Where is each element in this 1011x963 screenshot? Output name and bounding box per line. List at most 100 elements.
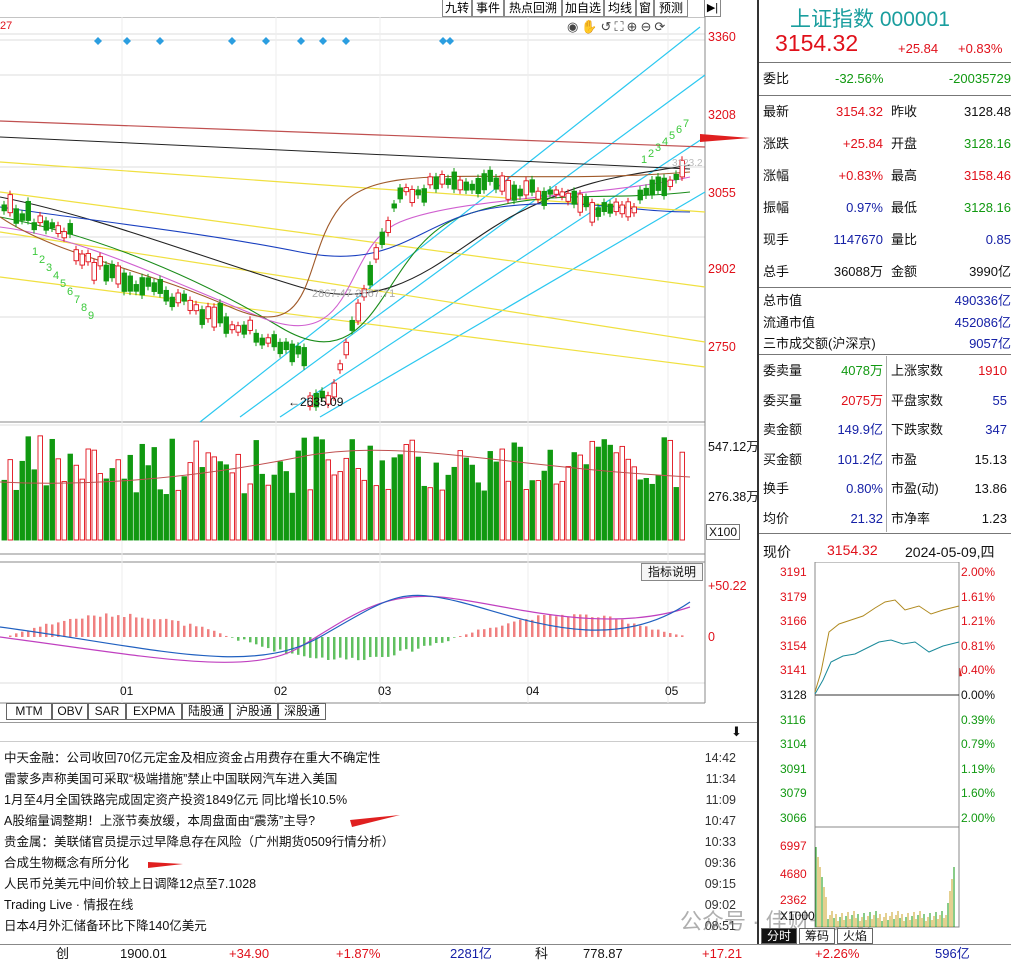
intraday-price-label: 3179 [780,589,807,604]
volume-bar [343,457,349,541]
order-value: 347 [985,422,1007,437]
toolbar-button-2[interactable]: 热点回溯 [504,0,562,17]
candle-body [91,261,97,281]
indicator-tab-5[interactable]: 沪股通 [230,703,278,720]
intraday-tab-2[interactable]: 火焰 [837,928,873,944]
volume-bar [103,478,109,541]
news-item[interactable]: 1月至4月全国铁路完成固定资产投资1849亿元 同比增长10.5% 11:09 [4,790,744,811]
news-item[interactable]: 日本4月外汇储备环比下降140亿美元 08:51 [4,916,744,937]
candle-body [529,179,535,193]
indicator-tab-3[interactable]: EXPMA [126,703,182,720]
news-item[interactable]: 雷蒙多声称美国可采取“极端措施”禁止中国联网汽车进入美国 11:34 [4,769,744,790]
news-item[interactable]: A股缩量调整期！上涨节奏放缓，本周盘面由“震荡”主导? 10:47 [4,811,744,832]
order-label: 委卖量 [763,363,803,378]
macd-bar [345,637,348,660]
quote-label: 金额 [891,264,918,279]
news-item[interactable]: 贵金属：美联储官员提示过早降息存在风险（广州期货0509行情分析） 10:33 [4,832,744,853]
intraday-tab-0[interactable]: 分时 [761,928,797,944]
toolbar-button-3[interactable]: 加自选 [562,0,604,17]
indicator-tab-6[interactable]: 深股通 [278,703,326,720]
quote-label: 总手 [763,264,790,279]
volume-axis-mid: 276.38万 [708,490,759,504]
indicator-help-button[interactable]: 指标说明 [641,563,703,581]
quote-value: +25.84 [842,136,883,151]
toolbar-button-6[interactable]: 预测 [654,0,688,17]
candle-body [541,190,547,206]
candle-body [199,309,205,325]
fullscreen-icon[interactable]: ⛶ [614,19,627,34]
volume-bar [31,469,37,541]
toolbar-button-1[interactable]: 事件 [472,0,504,17]
candle-body [37,215,43,224]
yellow-line [0,231,706,343]
candle-body [7,194,13,214]
indicator-tab-0[interactable]: MTM [6,703,52,720]
volume-bar [73,464,79,541]
candle-body [319,390,325,399]
macd-bar [141,617,144,637]
download-icon[interactable]: ⬇ [731,724,742,739]
volume-bar [625,458,631,541]
intraday-price: 3154.32 [827,542,878,558]
macd-bar [429,637,432,646]
macd-bar [597,617,600,637]
eye-icon[interactable]: ◉ [567,19,582,34]
macd-bar [105,613,108,637]
indicator-tab-1[interactable]: OBV [52,703,88,720]
order-value: 1.23 [981,510,1007,526]
toolbar-button-0[interactable]: 九转 [442,0,472,17]
td-count: 3 [655,142,661,154]
candle-body [427,176,433,186]
news-item[interactable]: 中天金融：公司收回70亿元定金及相应资金占用费存在重大不确定性 14:42 [4,748,744,769]
volume-bar [253,440,259,541]
volume-bar [325,459,331,541]
volume-bar [463,457,469,541]
candle-body [637,189,643,201]
macd-dea [0,595,691,663]
volume-bar [7,459,13,541]
candle-body [85,253,91,263]
volume-bar [589,440,595,541]
intraday-price-label: 3091 [780,761,807,776]
intraday-chart[interactable] [759,562,1011,932]
volume-bar [217,461,223,541]
hand-icon[interactable]: ✋ [581,19,601,34]
toolbar-button-4[interactable]: 均线 [604,0,636,17]
candle-body [367,264,373,286]
news-item[interactable]: 人民币兑美元中间价较上日调降12点至7.1028 09:15 [4,874,744,895]
quote-value: 36088万 [833,264,883,279]
volume-bar [571,452,577,541]
volume-bar [175,489,181,541]
intraday-vol-label: X1000 [780,909,815,923]
macd-bar [651,629,654,637]
macd-bar [159,619,162,637]
candle-body [493,177,499,190]
news-title: 雷蒙多声称美国可采取“极端措施”禁止中国联网汽车进入美国 [4,772,338,786]
quote-label: 振幅 [763,200,790,215]
volume-bar [283,471,289,541]
news-item[interactable]: Trading Live · 情报在线 09:02 [4,895,744,916]
red-trend-line [0,120,706,148]
zoom-out-icon[interactable]: ⊖ [640,19,655,34]
chart-tool-icons[interactable]: ◉✋↺⛶⊕⊖⟳ [567,19,668,35]
channel-line [239,74,706,418]
volume-bar [91,449,97,541]
intraday-price-label: 3154 [780,638,807,653]
collapse-panel-button[interactable]: ▶| [704,0,721,17]
news-item[interactable]: 合成生物概念有所分化 09:36 [4,853,744,874]
macd-bar [195,626,198,637]
undo-icon[interactable]: ↺ [600,19,615,34]
zoom-in-icon[interactable]: ⊕ [626,19,641,34]
macd-bar [45,623,48,637]
moving-average-line [0,203,691,257]
td-count: 2 [648,148,654,160]
indicator-tab-4[interactable]: 陆股通 [182,703,230,720]
intraday-tab-1[interactable]: 筹码 [799,928,835,944]
toolbar-button-5[interactable]: 窗 [636,0,654,17]
indicator-tab-2[interactable]: SAR [88,703,126,720]
refresh-icon[interactable]: ⟳ [654,19,669,34]
macd-bar [57,622,60,637]
candle-body [229,324,235,331]
signal-diamond [446,37,454,45]
